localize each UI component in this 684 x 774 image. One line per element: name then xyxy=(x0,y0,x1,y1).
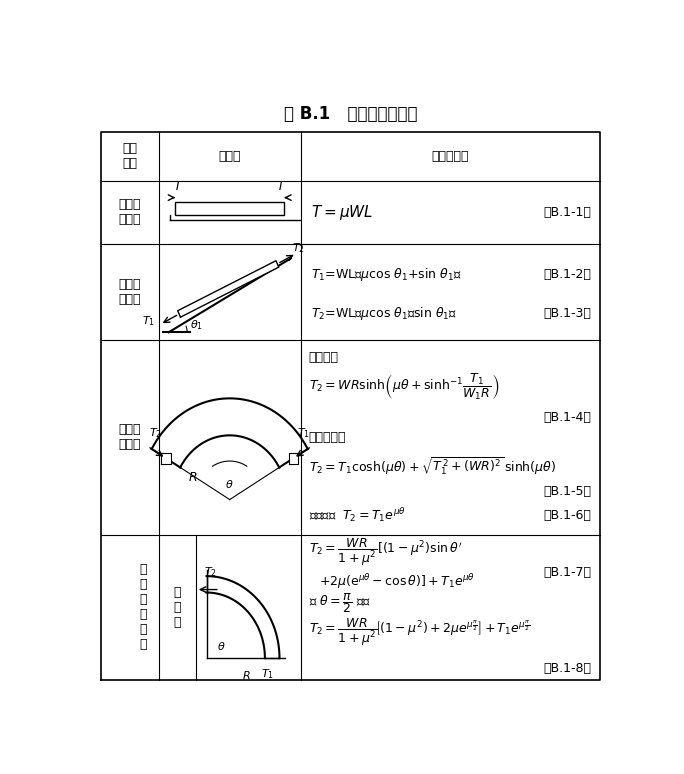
Text: 表 B.1   牵引力计算公式: 表 B.1 牵引力计算公式 xyxy=(284,104,417,123)
Text: （B.1-2）: （B.1-2） xyxy=(544,269,592,281)
Text: $T_1$: $T_1$ xyxy=(261,667,274,681)
Text: $+2\mu(\mathrm{e}^{\mu\theta}-\cos\theta)]+T_1 e^{\mu\theta}$: $+2\mu(\mathrm{e}^{\mu\theta}-\cos\theta… xyxy=(319,572,475,591)
Text: 简易算式  $T_2 = T_1 e^{\mu\theta}$: 简易算式 $T_2 = T_1 e^{\mu\theta}$ xyxy=(308,506,406,524)
Text: $T_2 = T_1\cosh(\mu\theta) + \sqrt{T_1^{\,2} + (WR)^2}\,\sinh(\mu\theta)$: $T_2 = T_1\cosh(\mu\theta) + \sqrt{T_1^{… xyxy=(308,456,556,477)
Bar xyxy=(175,202,284,215)
Text: 垂
直
弯
曲
牵
引: 垂 直 弯 曲 牵 引 xyxy=(140,563,147,651)
Text: $T_2$=WL（$\mu$cos $\theta_1$－sin $\theta_1$）: $T_2$=WL（$\mu$cos $\theta_1$－sin $\theta… xyxy=(311,305,458,322)
Text: $T_2 = \dfrac{WR}{1+\mu^2}[(1-\mu^2)\sin\theta^{\prime}$: $T_2 = \dfrac{WR}{1+\mu^2}[(1-\mu^2)\sin… xyxy=(308,536,462,567)
Text: $T_2$: $T_2$ xyxy=(292,241,305,255)
Text: $\theta$: $\theta$ xyxy=(217,640,226,652)
Text: $\theta$: $\theta$ xyxy=(226,478,234,491)
Polygon shape xyxy=(289,453,298,464)
Text: $T$: $T$ xyxy=(173,180,183,194)
Text: （B.1-8）: （B.1-8） xyxy=(544,662,592,675)
Text: （B.1-7）: （B.1-7） xyxy=(544,566,592,579)
Text: $R$: $R$ xyxy=(241,669,250,681)
Text: （B.1-5）: （B.1-5） xyxy=(544,485,592,498)
Text: $T_2$: $T_2$ xyxy=(149,426,162,440)
Text: $T_1$: $T_1$ xyxy=(298,426,311,440)
Text: （B.1-4）: （B.1-4） xyxy=(544,411,592,424)
Text: 牵引力计算: 牵引力计算 xyxy=(432,150,469,163)
Text: $R$: $R$ xyxy=(188,471,197,484)
Text: 凸
曲
面: 凸 曲 面 xyxy=(174,586,181,628)
Text: $T_1$: $T_1$ xyxy=(142,315,155,328)
Text: $T = \mu WL$: $T = \mu WL$ xyxy=(311,203,373,222)
Text: $T_2 = WR\sinh\!\left(\mu\theta + \sinh^{-1}\!\dfrac{T_1}{W_1 R}\right)$: $T_2 = WR\sinh\!\left(\mu\theta + \sinh^… xyxy=(308,372,499,402)
Text: 示意图: 示意图 xyxy=(218,150,241,163)
Text: 布勒算式: 布勒算式 xyxy=(308,351,339,364)
Polygon shape xyxy=(161,453,171,464)
Text: 当 $\theta = \dfrac{\pi}{2}$ 时，: 当 $\theta = \dfrac{\pi}{2}$ 时， xyxy=(308,591,371,615)
Text: $T_1$=WL（$\mu$cos $\theta_1$+sin $\theta_1$）: $T_1$=WL（$\mu$cos $\theta_1$+sin $\theta… xyxy=(311,266,462,283)
Text: （B.1-1）: （B.1-1） xyxy=(544,206,592,219)
Text: $\theta_1$: $\theta_1$ xyxy=(190,318,203,332)
Text: 倾斜直
线牵引: 倾斜直 线牵引 xyxy=(119,278,142,306)
Text: （B.1-6）: （B.1-6） xyxy=(544,509,592,522)
Text: $T_2$: $T_2$ xyxy=(205,566,218,580)
Text: $T$: $T$ xyxy=(276,180,287,194)
Text: 季芬堡算式: 季芬堡算式 xyxy=(308,431,346,444)
Text: 水平直
线牵引: 水平直 线牵引 xyxy=(119,198,142,227)
Text: 水平弯
曲牵引: 水平弯 曲牵引 xyxy=(119,423,142,451)
Text: $T_2 = \dfrac{WR}{1+\mu^2}\!\left[(1-\mu^2)+2\mu e^{\mu\frac{\pi}{2}}\right]+T_1: $T_2 = \dfrac{WR}{1+\mu^2}\!\left[(1-\mu… xyxy=(308,616,530,648)
Polygon shape xyxy=(178,261,279,317)
Text: （B.1-3）: （B.1-3） xyxy=(544,307,592,320)
Text: 弯曲
种类: 弯曲 种类 xyxy=(122,142,137,170)
